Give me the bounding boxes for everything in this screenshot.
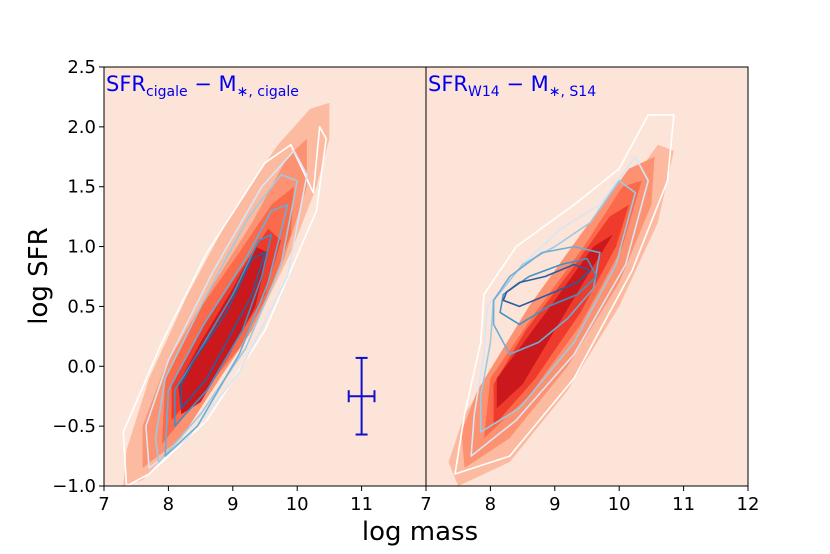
line-contour-level-1 — [122, 126, 328, 486]
filled-contour-level-5 — [496, 234, 613, 409]
panel-title: SFRW14 − M∗, S14 — [428, 72, 596, 100]
x-tick-label: 10 — [286, 494, 309, 515]
panel-frame — [425, 66, 749, 487]
line-contour-level-2 — [145, 150, 308, 469]
panel-title-text: SFR — [106, 72, 146, 96]
line-contour-level-4 — [164, 203, 289, 457]
panel-title-text: − M — [500, 72, 549, 96]
x-tick-label: 12 — [737, 494, 760, 515]
y-tick-label: −1.0 — [52, 476, 96, 497]
line-contour-level-3 — [479, 179, 637, 433]
x-axis-label: log mass — [362, 517, 478, 547]
x-tick-label: 11 — [350, 494, 373, 515]
y-axis-label: log SFR — [24, 227, 54, 324]
panel-title: SFRcigale − M∗, cigale — [106, 72, 299, 100]
x-tick-label: 8 — [485, 494, 496, 515]
y-tick-label: 2.5 — [67, 57, 96, 78]
x-tick-label: 8 — [163, 494, 174, 515]
panel-title-subscript: ∗, cigale — [237, 84, 299, 100]
x-tick-label: 9 — [227, 494, 238, 515]
error-bar — [347, 356, 376, 436]
line-contour-level-1 — [454, 114, 675, 475]
y-tick-label: −0.5 — [52, 416, 96, 437]
y-tick-label: 1.5 — [67, 177, 96, 198]
x-tick-label: 9 — [549, 494, 560, 515]
panel-left — [104, 67, 426, 486]
y-tick-label: 0.0 — [67, 356, 96, 377]
x-tick-label: 7 — [420, 494, 431, 515]
line-contour-level-6 — [180, 251, 266, 410]
panel-title-text: − M — [188, 72, 237, 96]
line-contour-level-6 — [502, 263, 592, 308]
panel-title-subscript: W14 — [468, 84, 500, 100]
panel-right — [426, 67, 748, 486]
panel-title-subscript: ∗, S14 — [549, 84, 596, 100]
line-contour-level-2 — [470, 156, 650, 457]
y-tick-label: 2.0 — [67, 117, 96, 138]
y-tick-label: 0.5 — [67, 296, 96, 317]
panels — [104, 67, 748, 486]
y-tick-label: 1.0 — [67, 237, 96, 258]
panel-title-subscript: cigale — [146, 84, 188, 100]
line-contour-level-5 — [174, 233, 273, 427]
panel-title-text: SFR — [428, 72, 468, 96]
x-tick-label: 7 — [98, 494, 109, 515]
x-tick-label: 10 — [608, 494, 631, 515]
filled-contour-level-5 — [178, 246, 269, 415]
line-contour-level-4 — [492, 245, 601, 356]
x-tick-label: 11 — [672, 494, 695, 515]
